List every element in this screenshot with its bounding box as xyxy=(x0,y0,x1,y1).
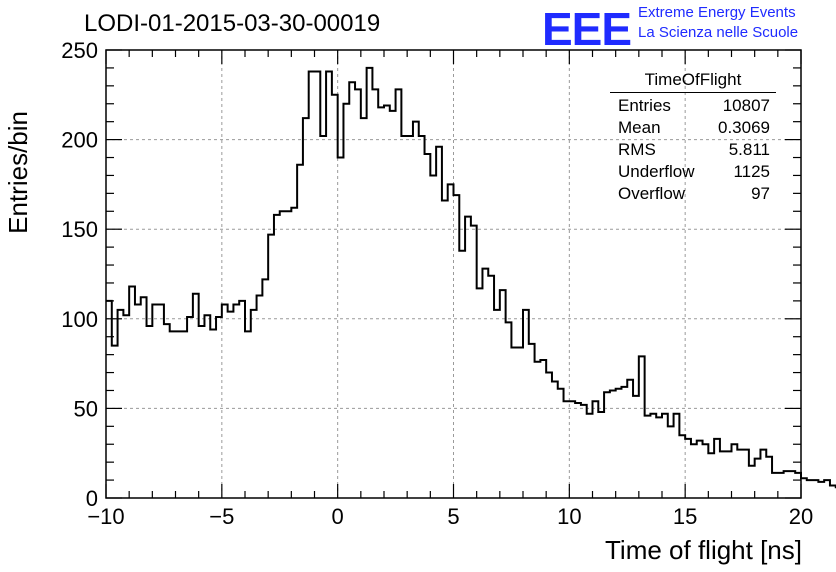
stats-value: 97 xyxy=(751,184,770,203)
stats-row-mean: Mean 0.3069 xyxy=(610,117,776,139)
eee-logo-text: Extreme Energy Events La Scienza nelle S… xyxy=(638,3,798,43)
x-axis-title: Time of flight [ns] xyxy=(605,535,802,565)
stats-box: TimeOfFlight Entries 10807 Mean 0.3069 RMS… xyxy=(610,70,776,205)
x-tick-label: 10 xyxy=(557,504,581,529)
y-axis-title: Entries/bin xyxy=(3,111,33,234)
stats-row-rms: RMS 5.811 xyxy=(610,139,776,161)
y-tick-label: 250 xyxy=(61,38,98,63)
stats-row-overflow: Overflow 97 xyxy=(610,183,776,205)
x-tick-label: 0 xyxy=(332,504,344,529)
x-tick-label: 20 xyxy=(789,504,813,529)
stats-value: 1125 xyxy=(733,162,770,181)
eee-logo: EEE xyxy=(542,3,632,55)
x-tick-label: −10 xyxy=(87,504,124,529)
x-tick-label: 15 xyxy=(673,504,697,529)
stats-row-entries: Entries 10807 xyxy=(610,95,776,117)
stats-box-title: TimeOfFlight xyxy=(610,70,776,93)
x-tick-labels: −10 −5 0 5 10 15 20 xyxy=(87,504,813,529)
y-tick-labels: 0 50 100 150 200 250 xyxy=(61,38,98,511)
y-tick-label: 100 xyxy=(61,307,98,332)
stats-label: Mean xyxy=(618,118,661,137)
y-tick-label: 200 xyxy=(61,128,98,153)
stats-label: Overflow xyxy=(618,184,686,203)
x-tick-label: 5 xyxy=(447,504,459,529)
y-tick-label: 50 xyxy=(74,396,98,421)
axis-ticks xyxy=(105,49,802,499)
stats-label: Underflow xyxy=(618,162,695,181)
logo-line-1: Extreme Energy Events xyxy=(638,4,796,21)
chart-title: LODI-01-2015-03-30-00019 xyxy=(84,10,381,37)
logo-line-2: La Scienza nelle Scuole xyxy=(638,24,799,41)
stats-row-underflow: Underflow 1125 xyxy=(610,161,776,183)
x-tick-label: −5 xyxy=(209,504,234,529)
stats-label: RMS xyxy=(618,140,656,159)
stats-value: 0.3069 xyxy=(718,118,770,137)
histogram-series xyxy=(106,66,836,489)
y-tick-label: 0 xyxy=(86,486,98,511)
stats-label: Entries xyxy=(618,96,671,115)
stats-value: 10807 xyxy=(722,96,770,115)
stats-value: 5.811 xyxy=(728,140,770,159)
y-tick-label: 150 xyxy=(61,217,98,242)
